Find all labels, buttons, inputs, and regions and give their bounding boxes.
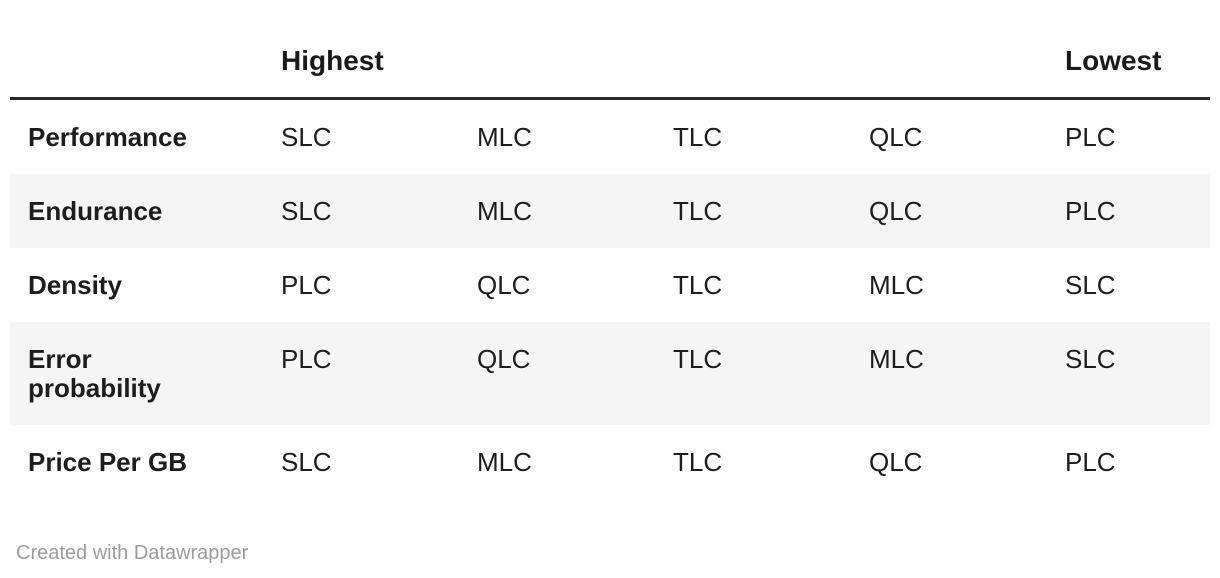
table-cell: TLC <box>673 343 723 374</box>
table-cell: MLC <box>477 195 532 226</box>
table-cell: TLC <box>673 446 723 477</box>
table-cell: PLC <box>1065 195 1116 226</box>
table-row-performance: Performance SLC MLC TLC QLC PLC <box>10 100 1210 174</box>
row-label: Error probability <box>28 343 161 403</box>
table-cell: PLC <box>1065 121 1116 152</box>
table-cell: MLC <box>477 446 532 477</box>
row-label: Price Per GB <box>28 446 187 477</box>
row-label: Performance <box>28 121 187 152</box>
table-cell: SLC <box>1065 343 1116 374</box>
table-cell: PLC <box>1065 446 1116 477</box>
table-cell: MLC <box>869 269 924 300</box>
table-cell: SLC <box>1065 269 1116 300</box>
table-cell: QLC <box>477 343 531 374</box>
table-row-error-probability: Error probability PLC QLC TLC MLC SLC <box>10 322 1210 425</box>
table-cell: SLC <box>281 195 332 226</box>
table-row-density: Density PLC QLC TLC MLC SLC <box>10 248 1210 322</box>
table-cell: PLC <box>281 269 332 300</box>
table-cell: QLC <box>869 446 923 477</box>
col-header-highest: Highest <box>281 45 384 76</box>
table-cell: SLC <box>281 446 332 477</box>
row-label: Endurance <box>28 195 163 226</box>
table-header-row: Highest Lowest <box>10 0 1210 100</box>
datawrapper-credit-link[interactable]: Created with Datawrapper <box>16 542 249 564</box>
table-cell: MLC <box>477 121 532 152</box>
table-cell: TLC <box>673 195 723 226</box>
row-label: Density <box>28 269 122 300</box>
table-cell: TLC <box>673 121 723 152</box>
table-row-endurance: Endurance SLC MLC TLC QLC PLC <box>10 174 1210 248</box>
col-header-lowest: Lowest <box>1065 45 1162 76</box>
table-cell: PLC <box>281 343 332 374</box>
table-cell: QLC <box>869 195 923 226</box>
table-cell: QLC <box>477 269 531 300</box>
table-cell: TLC <box>673 269 723 300</box>
ranking-table: Highest Lowest Performance SLC MLC TLC Q… <box>10 0 1210 499</box>
table-row-price-per-gb: Price Per GB SLC MLC TLC QLC PLC <box>10 425 1210 499</box>
table-cell: SLC <box>281 121 332 152</box>
table-cell: MLC <box>869 343 924 374</box>
table-cell: QLC <box>869 121 923 152</box>
